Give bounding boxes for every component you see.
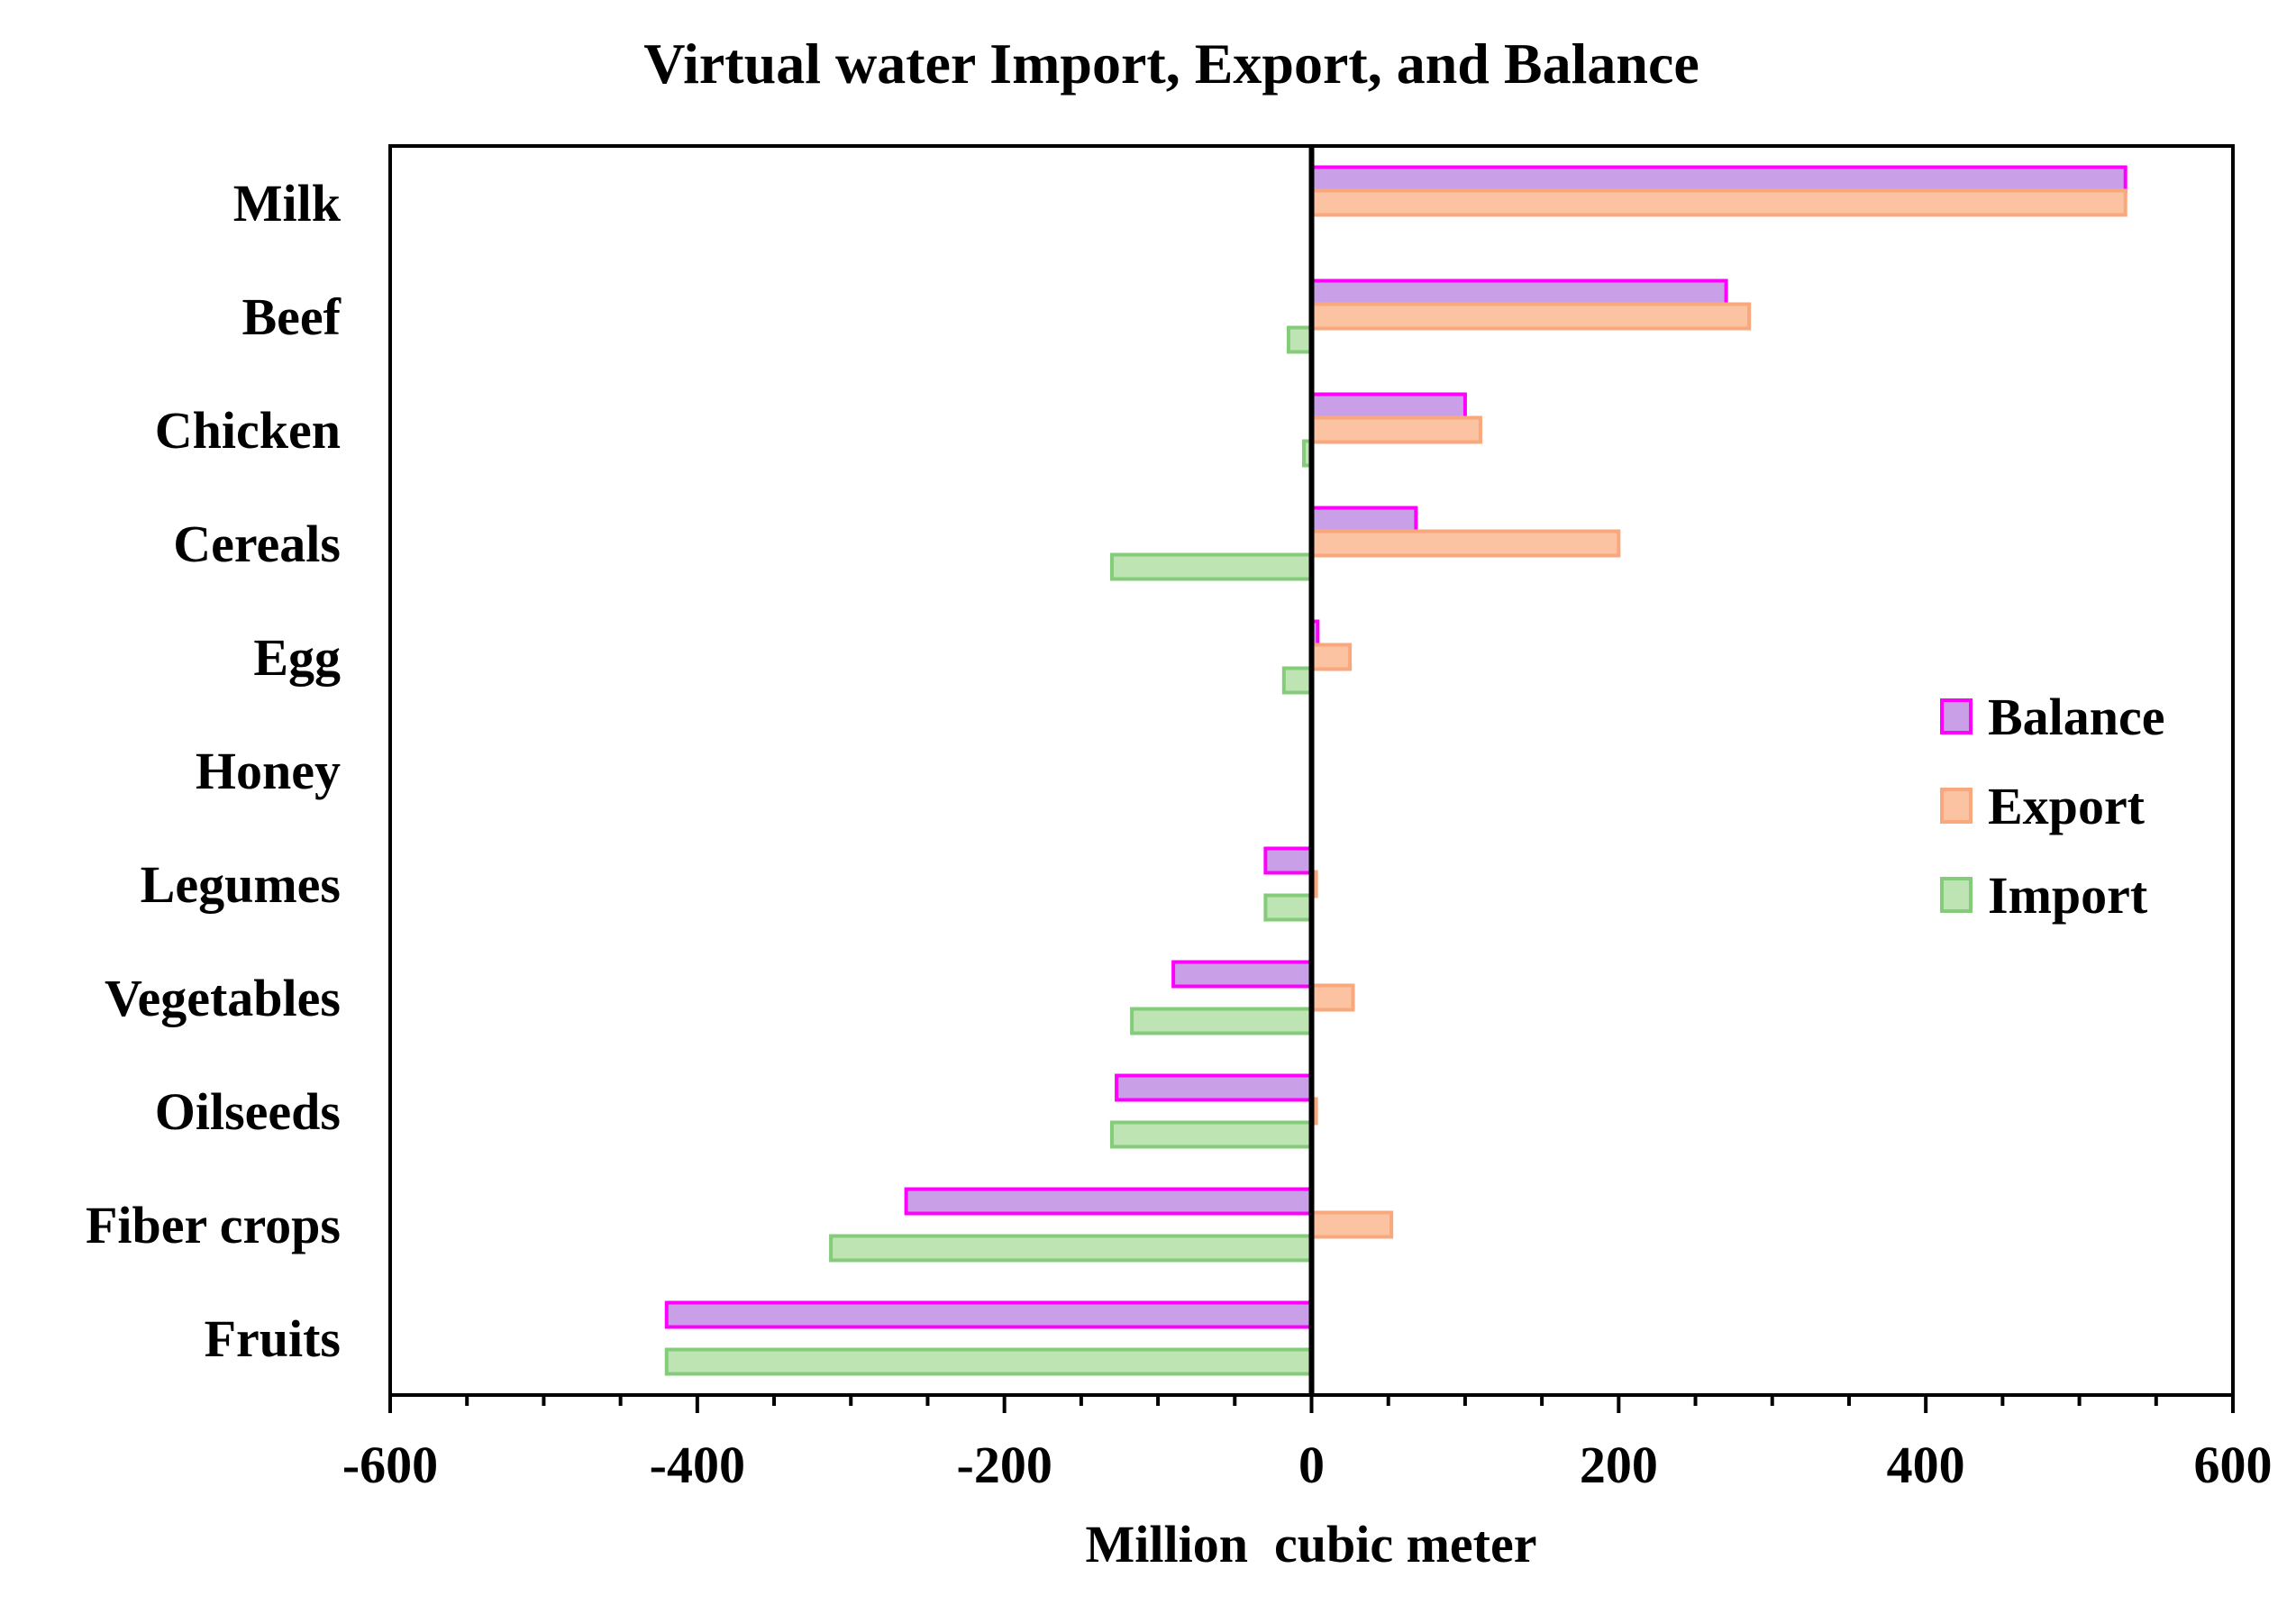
tick-label-400: -400: [650, 1436, 745, 1494]
bars-group: [664, 165, 2127, 1376]
legend-swatch-balance: [1940, 698, 1973, 734]
category-label-cereals: Cereals: [173, 515, 341, 573]
category-label-honey: Honey: [196, 742, 341, 800]
bar-import-beef: [1286, 325, 1314, 354]
legend-label-import: Import: [1988, 866, 2148, 925]
category-label-legumes: Legumes: [141, 855, 341, 914]
legend-label-export: Export: [1988, 777, 2146, 835]
bar-balance-legumes: [1263, 846, 1314, 875]
bar-export-milk: [1309, 188, 2127, 217]
category-labels: Milk Beef Chicken Cereals Egg Honey Legumes Veg…: [86, 174, 342, 1368]
category-label-oilseeds: Oilseeds: [155, 1082, 341, 1141]
tick-label-400: 400: [1887, 1436, 1965, 1494]
category-label-fiber-crops: Fiber crops: [86, 1196, 341, 1254]
category-label-milk: Milk: [233, 174, 342, 233]
x-ticks: [388, 1395, 2235, 1413]
x-axis-title: Million cubic meter: [1086, 1515, 1537, 1573]
bar-export-cereals: [1309, 529, 1621, 558]
category-label-fruits: Fruits: [205, 1309, 341, 1368]
tick-label-200: 200: [1580, 1436, 1658, 1494]
tick-label-600: 600: [2194, 1436, 2273, 1494]
category-label-vegetables: Vegetables: [105, 969, 341, 1027]
bar-balance-chicken: [1309, 392, 1467, 421]
bar-import-fruits: [664, 1347, 1314, 1376]
bar-balance-oilseeds: [1115, 1073, 1314, 1102]
category-label-egg: Egg: [253, 628, 341, 687]
bar-balance-milk: [1309, 165, 2127, 194]
category-label-beef: Beef: [242, 287, 342, 346]
bar-balance-vegetables: [1171, 960, 1314, 989]
legend-label-balance: Balance: [1988, 688, 2165, 746]
bar-import-oilseeds: [1109, 1120, 1314, 1149]
category-label-chicken: Chicken: [155, 401, 341, 460]
bar-balance-fruits: [664, 1300, 1314, 1329]
bar-balance-beef: [1309, 278, 1728, 307]
legend-swatch-export: [1940, 788, 1973, 824]
tick-labels: -600 -400 -200 0 200 400 600: [342, 1436, 2273, 1494]
legend-swatch-import: [1940, 877, 1973, 913]
bar-export-fiber-crops: [1309, 1210, 1394, 1239]
bar-export-egg: [1309, 643, 1353, 671]
tick-label-0: 0: [1298, 1436, 1325, 1494]
bar-import-egg: [1281, 666, 1314, 695]
chart-title: Virtual water Import, Export, and Balanc…: [643, 32, 1699, 96]
tick-label-600: -600: [342, 1436, 438, 1494]
bar-export-vegetables: [1309, 983, 1355, 1012]
bar-import-vegetables: [1130, 1007, 1314, 1035]
bar-balance-cereals: [1309, 506, 1418, 534]
bar-balance-fiber-crops: [904, 1187, 1314, 1216]
tick-label-200: -200: [957, 1436, 1052, 1494]
bar-import-cereals: [1109, 552, 1314, 581]
legend: Balance Export Import: [1940, 688, 2165, 925]
bar-export-beef: [1309, 302, 1752, 331]
bar-import-fiber-crops: [829, 1234, 1314, 1263]
bar-import-legumes: [1263, 893, 1314, 922]
bar-export-chicken: [1309, 415, 1482, 444]
